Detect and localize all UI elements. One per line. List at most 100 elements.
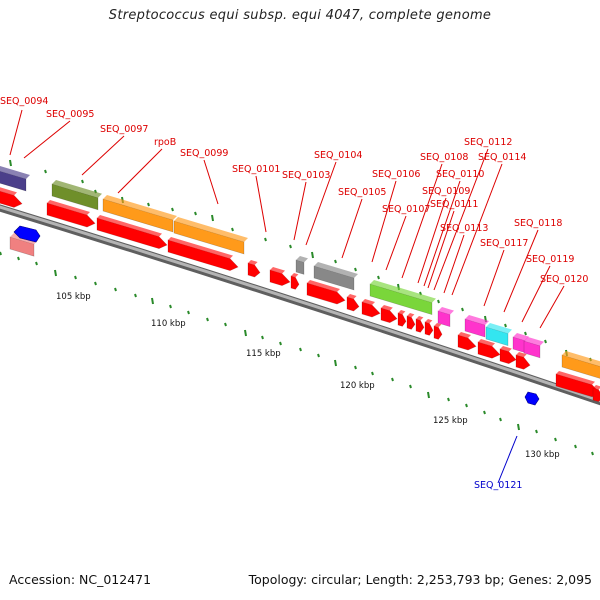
cds-arrow — [247, 262, 261, 278]
gene-label-leader — [539, 285, 565, 329]
tick-mark — [114, 287, 117, 292]
cds-arrow-top — [248, 260, 258, 265]
cds-arrow — [415, 318, 425, 333]
tick-mark — [447, 397, 450, 402]
cog-block — [173, 217, 248, 255]
tick-mark — [311, 251, 314, 259]
gene-label-leader — [9, 109, 23, 156]
backbone-highlight — [0, 205, 600, 403]
tick-mark — [334, 259, 337, 264]
tick-mark — [535, 429, 538, 434]
tick-mark — [224, 322, 227, 327]
tick-mark — [9, 159, 12, 167]
cds-arrow-reverse — [524, 391, 540, 406]
tick-mark — [465, 403, 468, 408]
cds-arrow-top — [434, 323, 442, 328]
tick-mark — [231, 227, 234, 232]
cog-block — [561, 351, 600, 379]
cds-arrow — [515, 354, 531, 370]
gene-label-leader — [401, 163, 443, 279]
gene-labels: SEQ_0094 SEQ_0095 SEQ_0097 rpoB SEQ_0099 SEQ_… — [0, 96, 588, 491]
cog-block-top — [513, 333, 529, 341]
tick-mark — [524, 331, 527, 336]
scale-label: 105 kbp — [56, 292, 91, 302]
gene-label: SEQ_0103 — [282, 170, 330, 181]
gene-label: SEQ_0121 — [474, 480, 522, 491]
scale-labels: 105 kbp 110 kbp 115 kbp 120 kbp 125 kbp 130 k… — [56, 292, 560, 460]
tick-mark — [194, 211, 197, 216]
tick-mark — [289, 244, 292, 249]
gene-label-leader — [451, 163, 503, 296]
cds-arrow — [592, 387, 600, 402]
gene-label-leader — [117, 148, 163, 194]
cds-arrow-top — [270, 267, 285, 274]
cog-block — [369, 280, 436, 316]
gene-label-leader — [255, 175, 267, 233]
tick-mark — [409, 384, 412, 389]
tick-mark — [377, 275, 380, 280]
gene-label-leader — [305, 161, 337, 246]
tick-mark — [206, 317, 209, 322]
scale-label: 110 kbp — [151, 319, 186, 329]
map-title: Streptococcus equi subsp. equi 4047, com… — [108, 8, 492, 23]
cog-block-top — [370, 280, 436, 303]
tick-mark — [261, 335, 264, 340]
tick-mark — [591, 451, 594, 456]
gene-label-leader — [341, 198, 363, 259]
gene-label-leader — [503, 229, 539, 313]
cog-block — [295, 256, 308, 275]
cog-block — [437, 307, 454, 328]
cds-arrow-top — [307, 280, 340, 292]
tick-mark — [504, 323, 507, 328]
cog-block — [523, 337, 544, 359]
cog-block — [0, 166, 30, 192]
tick-mark — [74, 275, 77, 280]
cog-block-top — [103, 195, 177, 220]
tick-mark — [299, 347, 302, 352]
gene-label: SEQ_0095 — [46, 109, 94, 120]
tick-mark — [94, 281, 97, 286]
cog-block-top — [296, 256, 308, 263]
cds-arrow-top — [398, 310, 406, 315]
tick-mark — [317, 353, 320, 358]
cds-arrow-top — [362, 299, 375, 305]
tick-mark — [264, 237, 267, 242]
cog-block-top — [562, 351, 600, 367]
cds-arrow-top — [593, 385, 600, 390]
tick-mark — [187, 310, 190, 315]
cds-arrow — [433, 325, 443, 340]
scale-label: 125 kbp — [433, 416, 468, 426]
genome-backbone — [0, 204, 600, 406]
cds-arrow-top — [97, 215, 162, 237]
tick-marks — [0, 159, 594, 456]
cds-arrow — [380, 307, 398, 323]
gene-label: SEQ_0119 — [526, 254, 574, 265]
cds-arrow-top — [381, 305, 393, 311]
tick-mark — [244, 329, 247, 337]
cds-arrow — [424, 321, 434, 336]
gene-label: SEQ_0099 — [180, 148, 228, 159]
tick-mark — [391, 377, 394, 382]
gene-label-leader — [483, 249, 505, 307]
gene-label-leader — [293, 181, 307, 241]
tick-mark — [171, 207, 174, 212]
scale-label: 115 kbp — [246, 349, 281, 359]
cog-block — [485, 323, 512, 347]
tick-mark — [211, 214, 214, 222]
cds-arrow-top — [516, 352, 527, 358]
tick-mark — [461, 307, 464, 312]
cog-block — [313, 262, 358, 291]
gene-label: SEQ_0097 — [100, 124, 148, 135]
cog-block — [102, 195, 177, 233]
cog-feature-blocks — [0, 166, 600, 379]
cds-arrow-top — [556, 371, 595, 385]
cds-arrow-top — [0, 187, 17, 196]
tick-mark — [0, 251, 2, 256]
cog-block-face — [313, 265, 355, 291]
cds-arrow-top — [168, 237, 233, 259]
gene-label: SEQ_0112 — [464, 137, 512, 148]
gene-label: SEQ_0114 — [478, 152, 526, 163]
cog-block — [51, 180, 102, 211]
gene-label-leader — [497, 435, 518, 484]
